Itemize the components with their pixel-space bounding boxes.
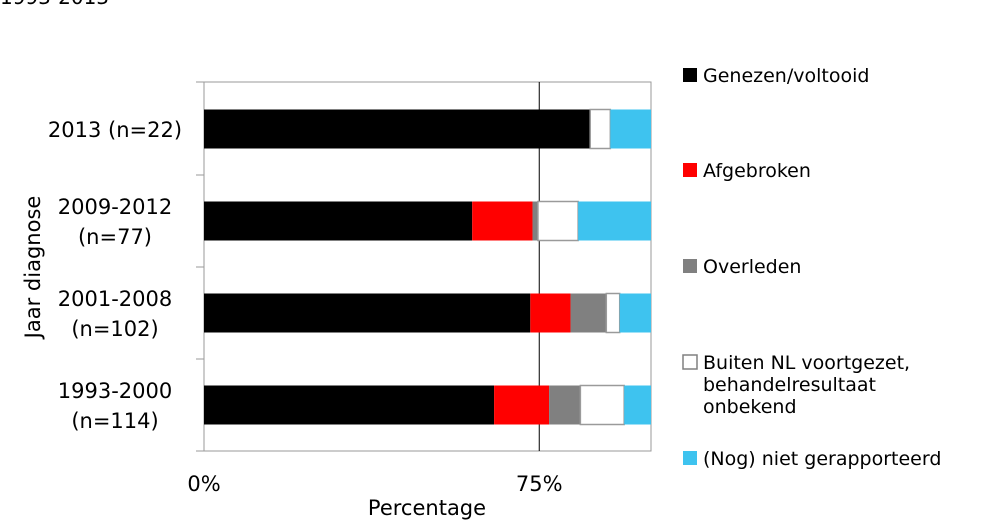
header-cropped-text: 1993-2013 xyxy=(0,0,109,9)
legend-swatch-4 xyxy=(683,451,697,465)
category-label-2-0: 2001-2008 xyxy=(58,287,172,311)
category-label-3-1: (n=114) xyxy=(71,409,158,433)
bar-segment-1-1 xyxy=(472,201,533,241)
legend-swatch-2 xyxy=(683,259,697,273)
bar-segment-1-3 xyxy=(537,200,579,242)
legend-label-4: (Nog) niet gerapporteerd xyxy=(703,448,941,470)
legend-label-2: Overleden xyxy=(703,256,801,278)
bar-segment-1-2 xyxy=(532,201,538,241)
category-label-3-0: 1993-2000 xyxy=(58,379,172,403)
category-label-0-0: 2013 (n=22) xyxy=(48,118,182,142)
bar-segment-2-1 xyxy=(530,293,571,333)
bar-segment-0-0 xyxy=(204,109,591,149)
bar-segment-3-4 xyxy=(624,385,651,425)
x-axis-title: Percentage xyxy=(368,496,486,520)
legend-label-3: Buiten NL voortgezet, behandelresultaat on… xyxy=(703,352,910,418)
category-label-1-0: 2009-2012 xyxy=(58,195,172,219)
legend-label-1: Afgebroken xyxy=(703,160,811,182)
bar-segment-3-1 xyxy=(494,385,550,425)
category-label-1-1: (n=77) xyxy=(78,225,152,249)
bar-segment-1-0 xyxy=(204,201,473,241)
legend-swatch-3 xyxy=(682,354,698,370)
category-label-2-1: (n=102) xyxy=(71,317,158,341)
bar-segment-1-4 xyxy=(578,201,651,241)
bar-segment-0-4 xyxy=(610,109,651,149)
bar-segment-2-2 xyxy=(570,293,607,333)
bar-segment-3-2 xyxy=(549,385,581,425)
legend-label-0: Genezen/voltooid xyxy=(703,65,869,87)
bar-segment-2-3 xyxy=(605,292,621,334)
legend-swatch-0 xyxy=(683,68,697,82)
bar-segment-2-0 xyxy=(204,293,531,333)
bar-segment-3-0 xyxy=(204,385,495,425)
x-tick-label-0: 0% xyxy=(187,472,220,496)
bar-segment-0-3 xyxy=(589,108,612,150)
x-tick-label-1: 75% xyxy=(516,472,563,496)
bar-segment-2-4 xyxy=(619,293,651,333)
legend-swatch-1 xyxy=(683,163,697,177)
bar-segment-3-3 xyxy=(579,384,625,426)
y-axis-title: Jaar diagnose xyxy=(21,196,45,341)
